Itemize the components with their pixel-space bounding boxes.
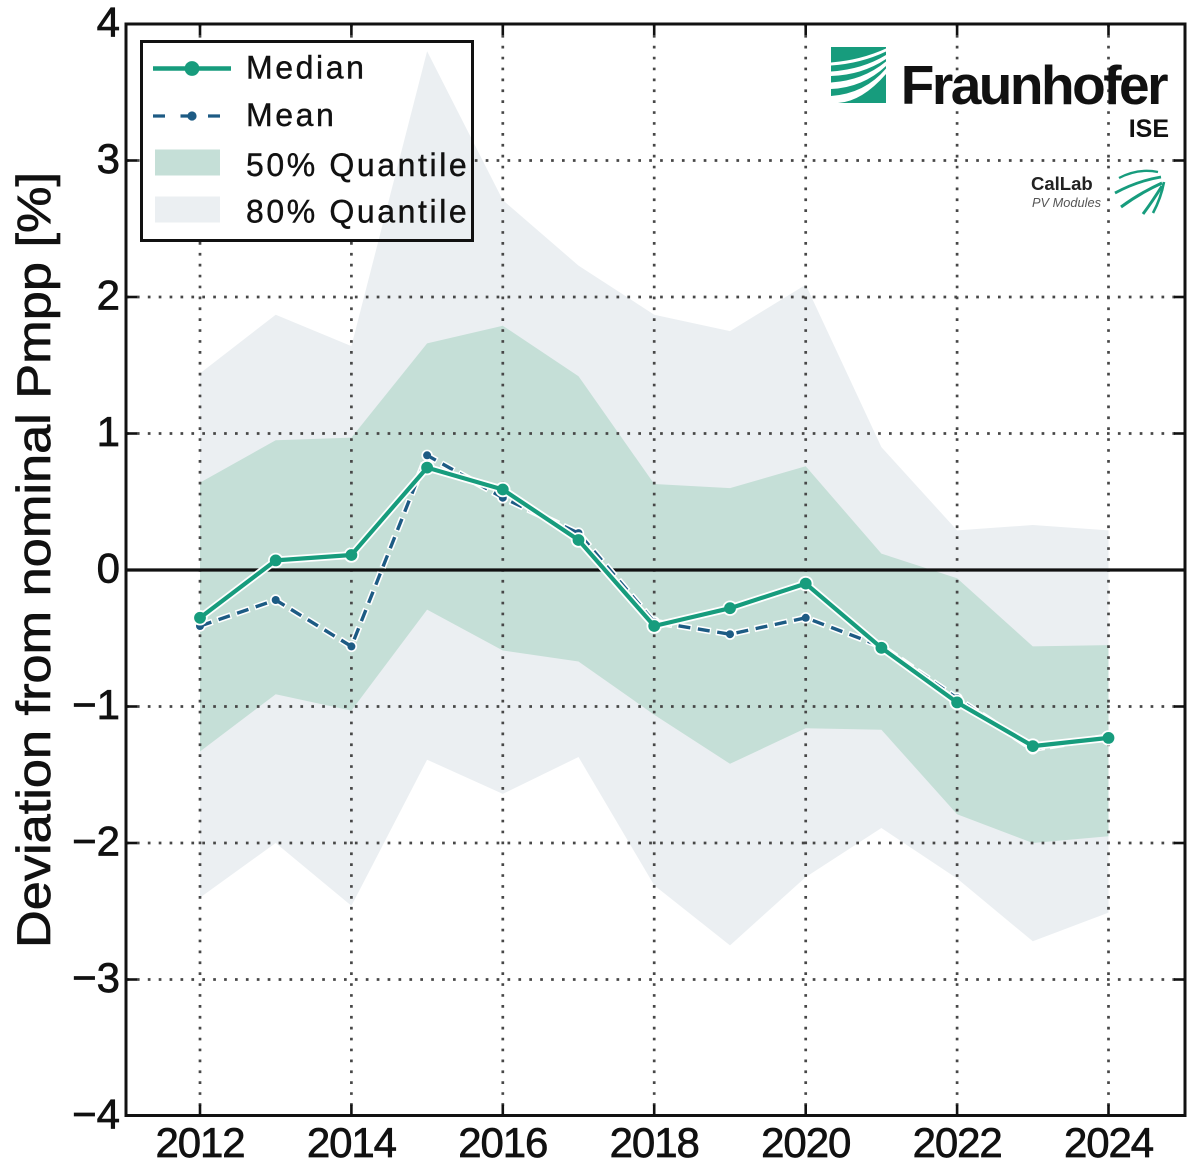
svg-text:2018: 2018 <box>610 1119 699 1166</box>
svg-text:−1: −1 <box>72 681 120 728</box>
svg-text:2014: 2014 <box>307 1119 397 1166</box>
svg-text:Deviation from nominal Pmpp [%: Deviation from nominal Pmpp [%] <box>7 172 60 948</box>
svg-text:50% Quantile: 50% Quantile <box>246 147 469 183</box>
svg-text:Fraunhofer: Fraunhofer <box>901 54 1168 116</box>
svg-text:2012: 2012 <box>155 1119 244 1166</box>
svg-text:2020: 2020 <box>761 1119 850 1166</box>
svg-text:4: 4 <box>97 0 120 45</box>
svg-text:CalLab: CalLab <box>1031 173 1093 194</box>
svg-text:−3: −3 <box>72 954 120 1001</box>
svg-text:ISE: ISE <box>1129 115 1169 143</box>
svg-text:Median: Median <box>246 50 367 86</box>
svg-text:3: 3 <box>97 135 120 182</box>
svg-text:2: 2 <box>97 271 120 318</box>
svg-text:80% Quantile: 80% Quantile <box>246 194 469 230</box>
svg-text:2022: 2022 <box>913 1119 1002 1166</box>
svg-text:−2: −2 <box>72 817 120 864</box>
svg-text:Mean: Mean <box>246 97 336 133</box>
svg-text:0: 0 <box>97 544 120 591</box>
svg-text:2024: 2024 <box>1064 1119 1154 1166</box>
svg-text:PV Modules: PV Modules <box>1032 195 1102 210</box>
svg-text:−4: −4 <box>72 1090 120 1137</box>
svg-text:2016: 2016 <box>458 1119 547 1166</box>
svg-text:1: 1 <box>97 408 120 455</box>
